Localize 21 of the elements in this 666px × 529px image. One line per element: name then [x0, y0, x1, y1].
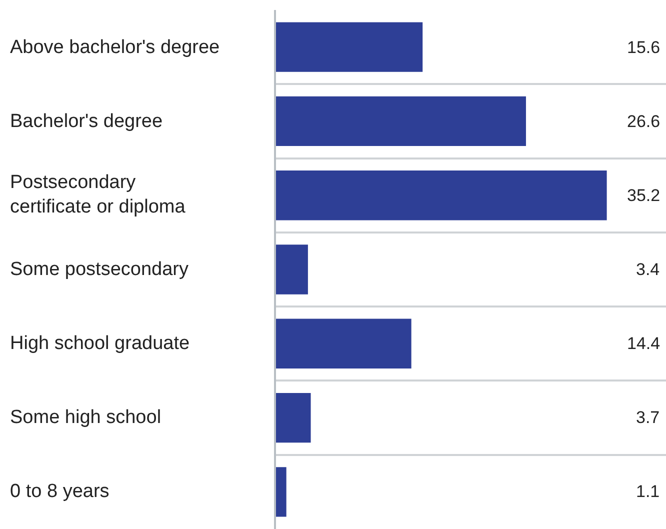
bar: [276, 22, 423, 72]
y-tick-label: High school graduate: [10, 333, 190, 354]
data-label: 26.6: [627, 112, 660, 131]
bar: [276, 96, 526, 146]
y-tick-label: Above bachelor's degree: [10, 37, 220, 58]
y-tick-label: Bachelor's degree: [10, 111, 163, 132]
data-label: 3.4: [636, 260, 660, 279]
bar: [276, 318, 412, 368]
bar: [276, 244, 308, 294]
y-tick-label: Some postsecondary: [10, 259, 189, 280]
data-label: 14.4: [627, 334, 660, 353]
bar: [276, 467, 286, 517]
data-label: 15.6: [627, 38, 660, 57]
y-tick-label: 0 to 8 years: [10, 481, 110, 502]
data-label: 35.2: [627, 186, 660, 205]
bar: [276, 170, 607, 220]
y-tick-label: Some high school: [10, 407, 162, 428]
bar: [276, 392, 311, 443]
data-label: 1.1: [636, 482, 660, 501]
y-tick-label: Postsecondary certificate or diploma: [10, 172, 186, 218]
data-label: 3.7: [636, 408, 660, 427]
